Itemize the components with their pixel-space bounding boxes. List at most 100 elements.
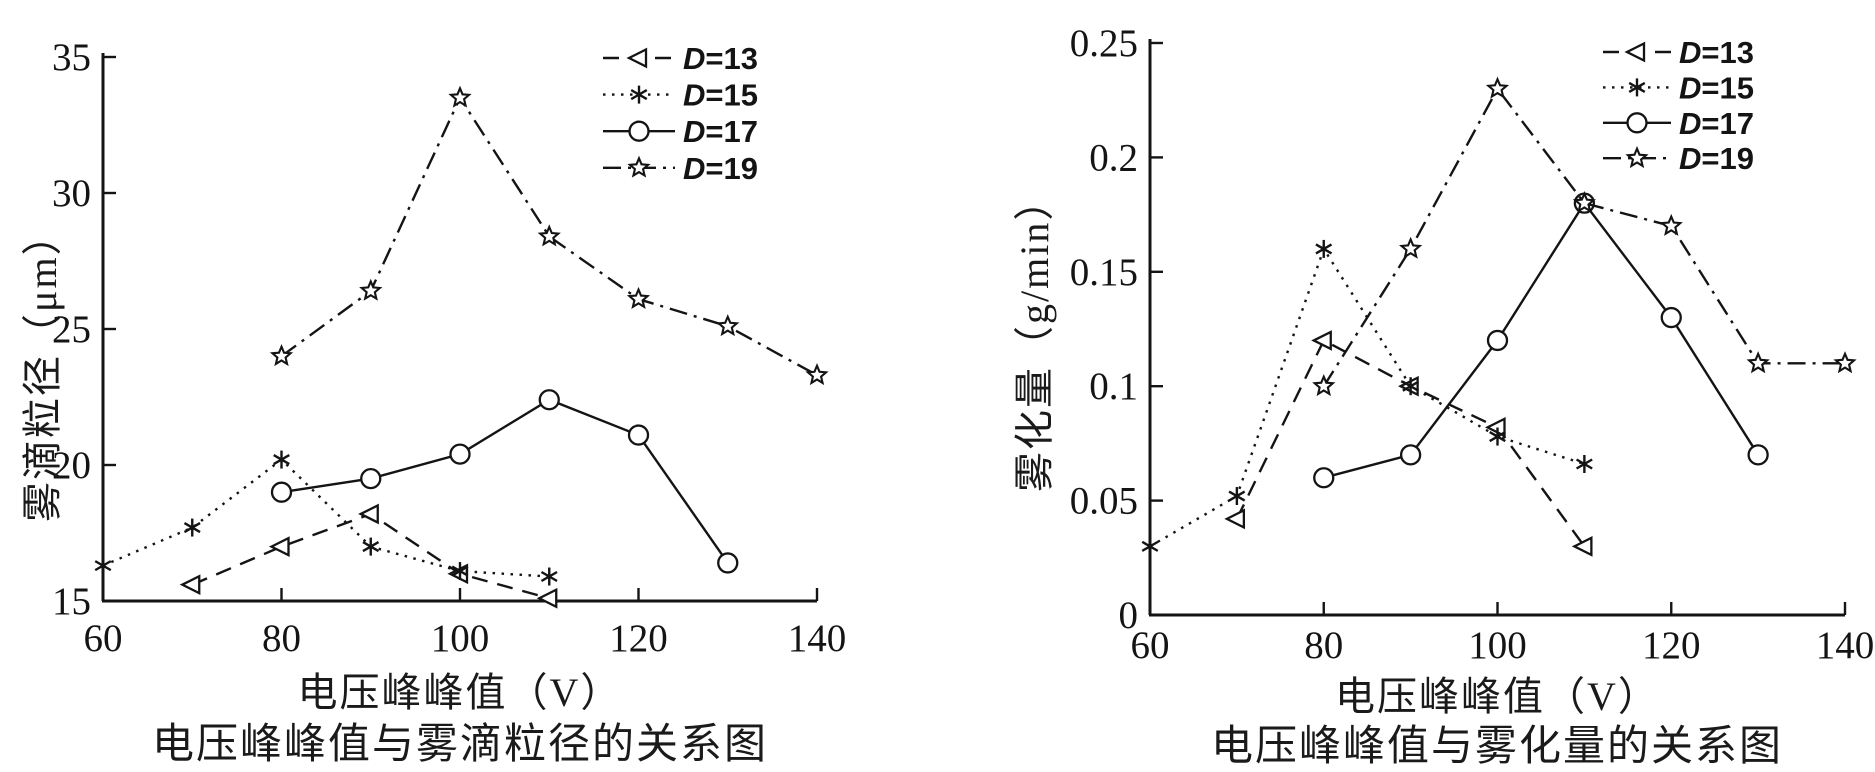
legend-entry-D=19: D=19 bbox=[1603, 141, 1754, 176]
pentagram-marker bbox=[1625, 145, 1649, 169]
y-tick-label: 35 bbox=[52, 36, 91, 79]
y-tick-label: 0.05 bbox=[1070, 480, 1138, 523]
asterisk-marker bbox=[451, 565, 469, 577]
asterisk-marker bbox=[630, 89, 648, 101]
series-markers-D=19 bbox=[269, 85, 829, 386]
series-line-D=15 bbox=[1149, 246, 1585, 548]
legend-label: D=13 bbox=[683, 41, 758, 76]
x-tick-label: 140 bbox=[1816, 624, 1875, 667]
asterisk-marker bbox=[1141, 540, 1159, 552]
series-markers-D=15 bbox=[1141, 239, 1593, 556]
asterisk-marker bbox=[1489, 430, 1506, 443]
asterisk-marker bbox=[273, 454, 290, 466]
asterisk-marker bbox=[362, 541, 380, 553]
x-tick-label: 80 bbox=[1304, 624, 1343, 667]
triangle-left-marker bbox=[179, 574, 201, 596]
triangle-left-marker bbox=[1624, 41, 1646, 63]
pentagram-marker bbox=[359, 278, 383, 301]
asterisk-marker bbox=[1402, 380, 1420, 392]
legend-entry-D=17: D=17 bbox=[603, 114, 758, 149]
asterisk-marker bbox=[1228, 490, 1246, 502]
x-tick-label: 80 bbox=[262, 617, 301, 660]
x-tick-label: 100 bbox=[1468, 624, 1527, 667]
y-tick-label: 0.2 bbox=[1089, 136, 1138, 179]
y-tick-label: 15 bbox=[52, 580, 91, 623]
left-chart-caption: 电压峰峰值与雾滴粒径的关系图 bbox=[151, 722, 768, 768]
right-chart-caption: 电压峰峰值与雾化量的关系图 bbox=[1210, 724, 1783, 770]
x-tick-label: 120 bbox=[609, 617, 668, 660]
pentagram-marker bbox=[269, 343, 294, 367]
asterisk-marker bbox=[1575, 458, 1593, 470]
series-markers-D=15 bbox=[94, 450, 558, 586]
pentagram-marker bbox=[1485, 76, 1510, 99]
droplet-size-chart-canvas: 60 80 100 120 140 15 20 25 30 35 D=13D=15D=17D=19 bbox=[52, 36, 847, 660]
asterisk-marker bbox=[94, 560, 112, 572]
circle-marker bbox=[538, 389, 560, 411]
pentagram-marker bbox=[627, 155, 651, 178]
series-markers-D=13 bbox=[179, 503, 558, 609]
atomization-chart-canvas: 60 80 100 120 140 0 0.05 0.1 0.15 0.2 0.25 D=13D=15… bbox=[1070, 22, 1875, 667]
y-tick-label: 25 bbox=[52, 308, 91, 351]
legend-entry-D=13: D=13 bbox=[1603, 35, 1754, 70]
legend: D=13D=15D=17D=19 bbox=[1603, 35, 1754, 176]
y-tick-label: 0 bbox=[1119, 594, 1139, 637]
circle-marker bbox=[628, 120, 650, 142]
legend-label: D=17 bbox=[683, 114, 758, 149]
pentagram-marker bbox=[716, 314, 740, 337]
series-markers-D=19 bbox=[1312, 76, 1857, 397]
pentagram-marker bbox=[1399, 236, 1423, 259]
triangle-left-marker bbox=[1571, 535, 1593, 557]
right-y-axis-title: 雾化量（g/min） bbox=[1012, 178, 1057, 492]
legend-label: D=15 bbox=[683, 78, 758, 113]
legend-label: D=19 bbox=[683, 151, 758, 186]
legend-label: D=19 bbox=[1679, 141, 1754, 176]
triangle-left-marker bbox=[1484, 417, 1506, 438]
legend-entry-D=15: D=15 bbox=[603, 78, 758, 113]
x-tick-label: 60 bbox=[84, 617, 123, 660]
asterisk-marker bbox=[183, 522, 201, 534]
triangle-left-marker bbox=[1311, 330, 1332, 351]
pentagram-marker bbox=[448, 85, 472, 108]
series-line-D=19 bbox=[1322, 86, 1845, 387]
legend: D=13D=15D=17D=19 bbox=[603, 41, 758, 186]
triangle-left-marker bbox=[626, 47, 648, 69]
y-tick-label: 0.1 bbox=[1089, 365, 1138, 408]
asterisk-marker bbox=[1628, 81, 1646, 93]
pentagram-marker bbox=[1746, 351, 1770, 374]
circle-marker bbox=[717, 552, 739, 574]
series-line-D=15 bbox=[102, 458, 550, 578]
circle-marker bbox=[627, 424, 650, 446]
series-line-D=13 bbox=[1235, 338, 1586, 548]
y-tick-label: 30 bbox=[52, 172, 91, 215]
circle-marker bbox=[270, 481, 293, 503]
left-y-axis-title: 雾滴粒径（μm） bbox=[20, 213, 65, 522]
y-tick-label: 0.25 bbox=[1070, 22, 1138, 65]
x-tick-label: 140 bbox=[788, 617, 847, 660]
triangle-left-marker bbox=[268, 536, 290, 557]
circle-marker bbox=[1486, 329, 1509, 352]
circle-marker bbox=[1313, 467, 1335, 489]
pentagram-marker bbox=[626, 286, 651, 309]
x-tick-label: 100 bbox=[431, 617, 490, 660]
circle-marker bbox=[360, 467, 382, 490]
circle-marker bbox=[1399, 444, 1422, 466]
triangle-left-marker bbox=[1224, 508, 1246, 530]
x-tick-label: 120 bbox=[1642, 624, 1701, 667]
pentagram-marker bbox=[1833, 351, 1857, 374]
pentagram-marker bbox=[537, 224, 561, 247]
series-line-D=17 bbox=[1323, 201, 1760, 479]
series-line-D=13 bbox=[191, 512, 550, 600]
circle-marker bbox=[1747, 444, 1769, 466]
asterisk-marker bbox=[1315, 243, 1333, 255]
legend-entry-D=13: D=13 bbox=[603, 41, 758, 76]
legend-entry-D=19: D=19 bbox=[603, 151, 758, 186]
series-line-D=17 bbox=[281, 398, 729, 564]
circle-marker bbox=[449, 443, 471, 465]
asterisk-marker bbox=[540, 570, 558, 583]
series-markers-D=13 bbox=[1224, 330, 1593, 557]
pentagram-marker bbox=[805, 363, 829, 386]
right-x-axis-title: 电压峰峰值（V） bbox=[1335, 674, 1660, 719]
left-x-axis-title: 电压峰峰值（V） bbox=[297, 670, 623, 715]
series-markers-D=17 bbox=[270, 389, 739, 574]
